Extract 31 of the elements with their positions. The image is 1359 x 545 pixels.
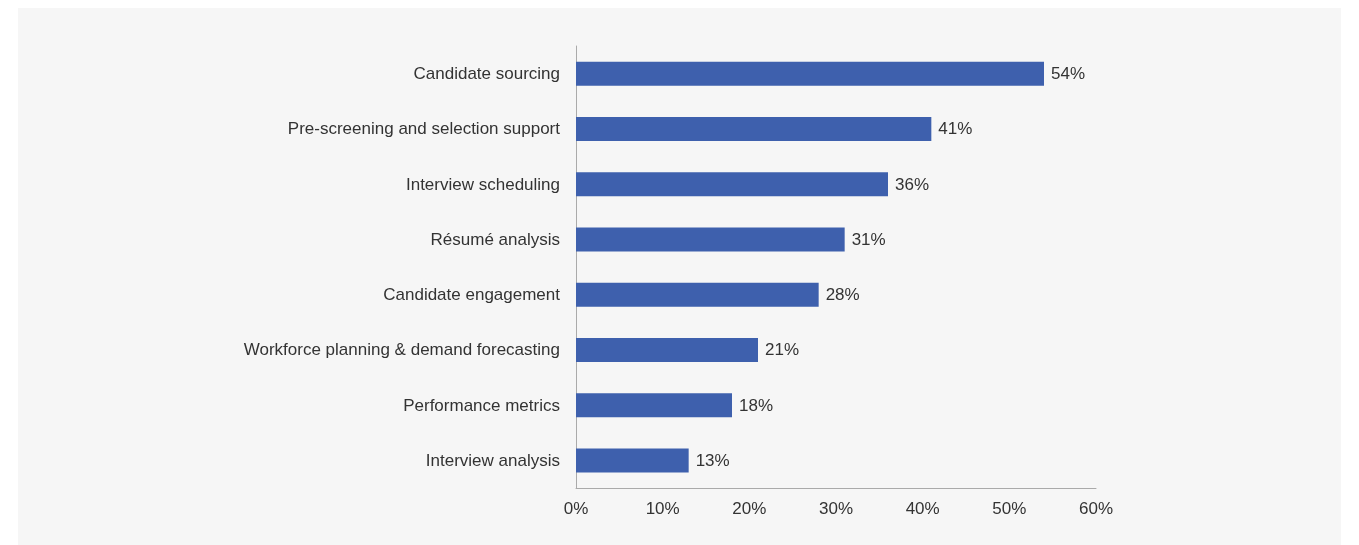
data-label: 31% (851, 229, 886, 249)
x-tick-label: 40% (905, 499, 940, 518)
x-tick-label: 50% (992, 499, 1027, 518)
data-label: 36% (895, 174, 930, 194)
bar (576, 61, 1044, 86)
x-tick-label: 60% (1078, 499, 1114, 518)
bar (576, 172, 888, 197)
x-tick-label: 0% (563, 499, 589, 518)
data-label: 28% (825, 285, 860, 305)
data-label: 54% (1051, 64, 1086, 84)
bar (576, 116, 932, 141)
data-label: 18% (739, 395, 774, 415)
y-tick-label: Workforce planning & demand forecasting (243, 340, 560, 360)
y-tick-label: Résumé analysis (430, 229, 560, 249)
x-tick-label: 20% (732, 499, 767, 518)
bar (576, 227, 845, 252)
data-label: 21% (765, 340, 800, 360)
bar (576, 337, 758, 362)
y-tick-label: Performance metrics (403, 395, 560, 415)
x-tick-label: 30% (818, 499, 854, 518)
y-tick-label: Candidate engagement (383, 285, 561, 305)
y-tick-label: Interview scheduling (405, 174, 560, 194)
data-label: 41% (938, 119, 973, 139)
bar (576, 448, 689, 473)
y-tick-label: Interview analysis (425, 450, 560, 470)
y-tick-label: Candidate sourcing (413, 64, 560, 84)
data-label: 13% (695, 450, 730, 470)
x-tick-label: 10% (645, 499, 680, 518)
y-tick-label: Pre-screening and selection support (287, 119, 561, 139)
bar (576, 393, 732, 418)
bar (576, 282, 819, 307)
